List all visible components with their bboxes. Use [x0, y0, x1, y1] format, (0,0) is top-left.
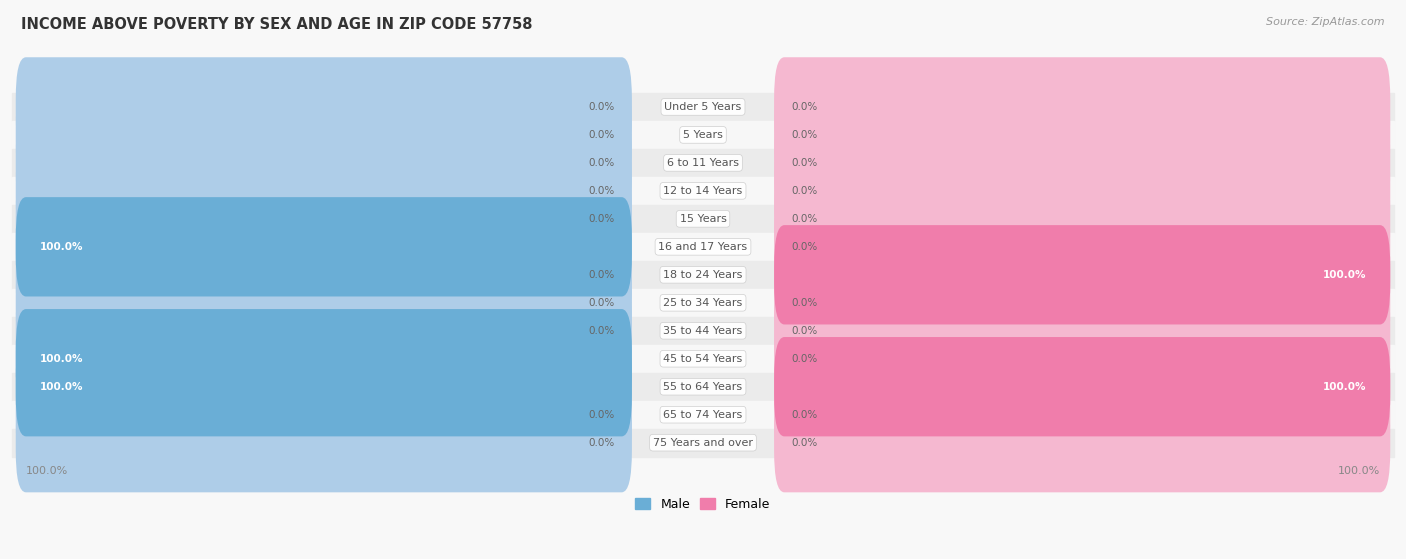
FancyBboxPatch shape — [775, 225, 1391, 324]
Text: 100.0%: 100.0% — [39, 354, 83, 364]
Text: 55 to 64 Years: 55 to 64 Years — [664, 382, 742, 392]
FancyBboxPatch shape — [15, 393, 631, 492]
Bar — [13, 177, 1393, 205]
FancyBboxPatch shape — [15, 365, 631, 465]
Text: 0.0%: 0.0% — [589, 214, 614, 224]
Text: 45 to 54 Years: 45 to 54 Years — [664, 354, 742, 364]
Text: 0.0%: 0.0% — [589, 186, 614, 196]
Text: 0.0%: 0.0% — [792, 214, 817, 224]
FancyBboxPatch shape — [775, 393, 1391, 492]
FancyBboxPatch shape — [15, 281, 631, 381]
FancyBboxPatch shape — [15, 85, 631, 184]
Text: 35 to 44 Years: 35 to 44 Years — [664, 326, 742, 336]
Text: 0.0%: 0.0% — [792, 242, 817, 252]
FancyBboxPatch shape — [775, 113, 1391, 212]
Text: 100.0%: 100.0% — [1339, 466, 1381, 476]
Text: 0.0%: 0.0% — [589, 130, 614, 140]
Text: 0.0%: 0.0% — [589, 102, 614, 112]
Bar — [13, 205, 1393, 233]
FancyBboxPatch shape — [15, 169, 631, 268]
FancyBboxPatch shape — [15, 337, 631, 437]
Legend: Male, Female: Male, Female — [636, 498, 770, 511]
FancyBboxPatch shape — [15, 113, 631, 212]
FancyBboxPatch shape — [15, 337, 631, 437]
Bar — [13, 261, 1393, 289]
Text: 12 to 14 Years: 12 to 14 Years — [664, 186, 742, 196]
Bar — [13, 401, 1393, 429]
Text: 0.0%: 0.0% — [792, 326, 817, 336]
Text: 100.0%: 100.0% — [1323, 270, 1367, 280]
FancyBboxPatch shape — [775, 169, 1391, 268]
FancyBboxPatch shape — [775, 365, 1391, 465]
FancyBboxPatch shape — [775, 337, 1391, 437]
Bar — [13, 121, 1393, 149]
Bar — [13, 373, 1393, 401]
Text: 0.0%: 0.0% — [792, 354, 817, 364]
FancyBboxPatch shape — [775, 141, 1391, 240]
FancyBboxPatch shape — [15, 197, 631, 296]
Text: 0.0%: 0.0% — [589, 410, 614, 420]
FancyBboxPatch shape — [15, 141, 631, 240]
FancyBboxPatch shape — [775, 309, 1391, 409]
Text: 0.0%: 0.0% — [589, 270, 614, 280]
FancyBboxPatch shape — [775, 337, 1391, 437]
Text: 0.0%: 0.0% — [589, 438, 614, 448]
Text: 0.0%: 0.0% — [792, 186, 817, 196]
Text: 100.0%: 100.0% — [25, 466, 67, 476]
Bar — [13, 149, 1393, 177]
Text: 5 Years: 5 Years — [683, 130, 723, 140]
Text: 0.0%: 0.0% — [589, 158, 614, 168]
Text: 0.0%: 0.0% — [792, 438, 817, 448]
FancyBboxPatch shape — [15, 225, 631, 324]
Text: 0.0%: 0.0% — [589, 298, 614, 308]
FancyBboxPatch shape — [775, 225, 1391, 324]
FancyBboxPatch shape — [15, 253, 631, 352]
Text: 0.0%: 0.0% — [792, 102, 817, 112]
FancyBboxPatch shape — [15, 309, 631, 409]
Text: 0.0%: 0.0% — [792, 298, 817, 308]
Text: 75 Years and over: 75 Years and over — [652, 438, 754, 448]
Text: 100.0%: 100.0% — [39, 382, 83, 392]
Text: 16 and 17 Years: 16 and 17 Years — [658, 242, 748, 252]
Bar — [13, 233, 1393, 261]
FancyBboxPatch shape — [15, 309, 631, 409]
Text: 0.0%: 0.0% — [792, 410, 817, 420]
Bar — [13, 345, 1393, 373]
Text: 100.0%: 100.0% — [1323, 382, 1367, 392]
Bar — [13, 317, 1393, 345]
Text: 100.0%: 100.0% — [39, 242, 83, 252]
FancyBboxPatch shape — [775, 57, 1391, 157]
Text: 18 to 24 Years: 18 to 24 Years — [664, 270, 742, 280]
Bar — [13, 93, 1393, 121]
FancyBboxPatch shape — [775, 281, 1391, 381]
Text: 6 to 11 Years: 6 to 11 Years — [666, 158, 740, 168]
Text: 0.0%: 0.0% — [589, 326, 614, 336]
FancyBboxPatch shape — [775, 197, 1391, 296]
FancyBboxPatch shape — [775, 85, 1391, 184]
Bar — [13, 429, 1393, 457]
Bar — [13, 289, 1393, 317]
Text: 0.0%: 0.0% — [792, 158, 817, 168]
FancyBboxPatch shape — [15, 57, 631, 157]
Text: Source: ZipAtlas.com: Source: ZipAtlas.com — [1267, 17, 1385, 27]
FancyBboxPatch shape — [775, 253, 1391, 352]
Text: 0.0%: 0.0% — [792, 130, 817, 140]
FancyBboxPatch shape — [15, 197, 631, 296]
Text: 15 Years: 15 Years — [679, 214, 727, 224]
Text: 65 to 74 Years: 65 to 74 Years — [664, 410, 742, 420]
Text: Under 5 Years: Under 5 Years — [665, 102, 741, 112]
Text: 25 to 34 Years: 25 to 34 Years — [664, 298, 742, 308]
Text: INCOME ABOVE POVERTY BY SEX AND AGE IN ZIP CODE 57758: INCOME ABOVE POVERTY BY SEX AND AGE IN Z… — [21, 17, 533, 32]
